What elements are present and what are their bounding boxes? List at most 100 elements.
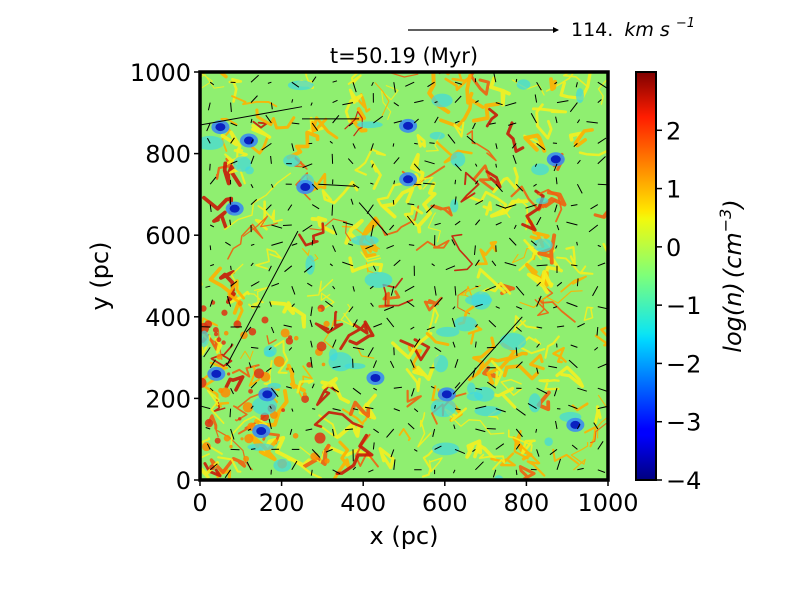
velocity-arrow	[352, 183, 360, 189]
velocity-arrow	[474, 259, 480, 267]
velocity-arrow	[597, 81, 608, 89]
velocity-arrow	[536, 264, 548, 267]
velocity-arrow	[515, 443, 521, 450]
colorbar-tick-label: 0	[666, 234, 681, 262]
diffuse-patch	[200, 135, 224, 150]
velocity-arrow	[250, 155, 255, 164]
velocity-arrow	[588, 224, 599, 233]
velocity-arrow	[332, 365, 341, 369]
dense-filament	[286, 363, 306, 393]
velocity-arrow	[504, 262, 517, 267]
density-map	[200, 72, 608, 480]
velocity-arrow	[597, 137, 607, 144]
dense-filament	[286, 130, 320, 160]
dense-filament	[335, 433, 374, 475]
dense-filament	[468, 336, 496, 382]
diffuse-patch	[344, 363, 366, 370]
dense-filament	[358, 216, 380, 258]
velocity-arrow	[311, 183, 318, 190]
dense-filament	[291, 72, 310, 83]
dense-filament	[416, 181, 437, 234]
dense-clump	[227, 372, 231, 376]
dense-filament	[446, 411, 505, 435]
diffuse-patch	[283, 154, 301, 167]
x-tick-label: 0	[192, 489, 207, 517]
velocity-arrow	[271, 282, 280, 287]
velocity-arrow	[372, 442, 375, 450]
velocity-arrow	[311, 204, 320, 210]
dense-filament	[492, 166, 519, 194]
dense-filament	[423, 296, 443, 312]
velocity-arrow	[266, 367, 272, 373]
dense-filament	[578, 149, 608, 157]
velocity-arrow	[230, 428, 235, 440]
velocity-arrow	[472, 122, 476, 130]
dense-filament	[536, 390, 551, 412]
colorbar-label-log: log	[719, 316, 747, 353]
velocity-arrow	[230, 387, 234, 395]
velocity-arrow	[352, 466, 357, 471]
velocity-arrow	[250, 381, 258, 389]
velocity-arrow	[434, 297, 443, 307]
dense-filament	[248, 366, 260, 387]
velocity-arrow	[555, 245, 558, 249]
velocity-arrow	[331, 204, 334, 216]
dense-clump	[293, 335, 299, 341]
dense-filament	[482, 201, 493, 216]
velocity-arrow	[386, 244, 394, 249]
void-core	[211, 369, 222, 378]
velocity-arrow	[577, 387, 587, 392]
dense-filament	[224, 375, 245, 392]
velocity-arrow	[414, 100, 424, 104]
dense-clump	[261, 316, 269, 324]
velocity-arrow	[209, 163, 211, 171]
dense-clump	[253, 368, 265, 379]
dense-filament	[526, 460, 546, 477]
dense-filament	[374, 82, 390, 116]
dense-filament	[340, 303, 356, 328]
dense-filament	[415, 239, 450, 251]
velocity-arrow	[489, 122, 496, 125]
dense-filament	[526, 270, 553, 295]
velocity-arrow	[445, 265, 456, 271]
velocity-arrow	[265, 114, 272, 124]
diffuse-patch	[528, 393, 541, 413]
velocity-arrow	[592, 285, 599, 297]
dense-filament	[263, 360, 273, 386]
dense-clump	[281, 408, 286, 413]
velocity-arrow	[205, 427, 211, 430]
velocity-arrow	[209, 359, 216, 369]
velocity-arrow	[371, 81, 374, 87]
velocity-arrow	[210, 264, 215, 267]
dense-filament	[227, 279, 245, 325]
dense-filament	[417, 412, 432, 448]
colorbar-tick-label: −4	[666, 467, 701, 495]
dense-filament	[296, 379, 314, 394]
velocity-arrow	[556, 325, 565, 328]
velocity-streak	[200, 106, 303, 126]
velocity-arrow	[225, 241, 231, 246]
y-tick-label: 200	[145, 385, 191, 413]
diffuse-patch	[328, 348, 338, 362]
velocity-arrow	[250, 243, 255, 246]
dense-clump	[223, 434, 231, 442]
dense-filament	[541, 190, 567, 209]
velocity-arrow	[329, 140, 333, 144]
velocity-arrow	[474, 163, 478, 167]
dense-filament	[465, 439, 483, 459]
velocity-arrow	[571, 444, 578, 450]
diffuse-patch	[450, 198, 459, 213]
velocity-arrow	[291, 143, 295, 152]
dense-filament	[478, 453, 506, 471]
velocity-arrow	[205, 285, 211, 288]
velocity-arrow	[332, 99, 338, 104]
velocity-arrow	[511, 143, 517, 149]
dense-clump	[237, 300, 243, 306]
dense-filament	[560, 275, 587, 293]
dense-filament	[485, 107, 499, 128]
velocity-arrow	[408, 244, 415, 246]
velocity-arrow	[291, 286, 296, 295]
velocity-arrow	[291, 408, 294, 412]
velocity-arrow	[534, 163, 538, 167]
